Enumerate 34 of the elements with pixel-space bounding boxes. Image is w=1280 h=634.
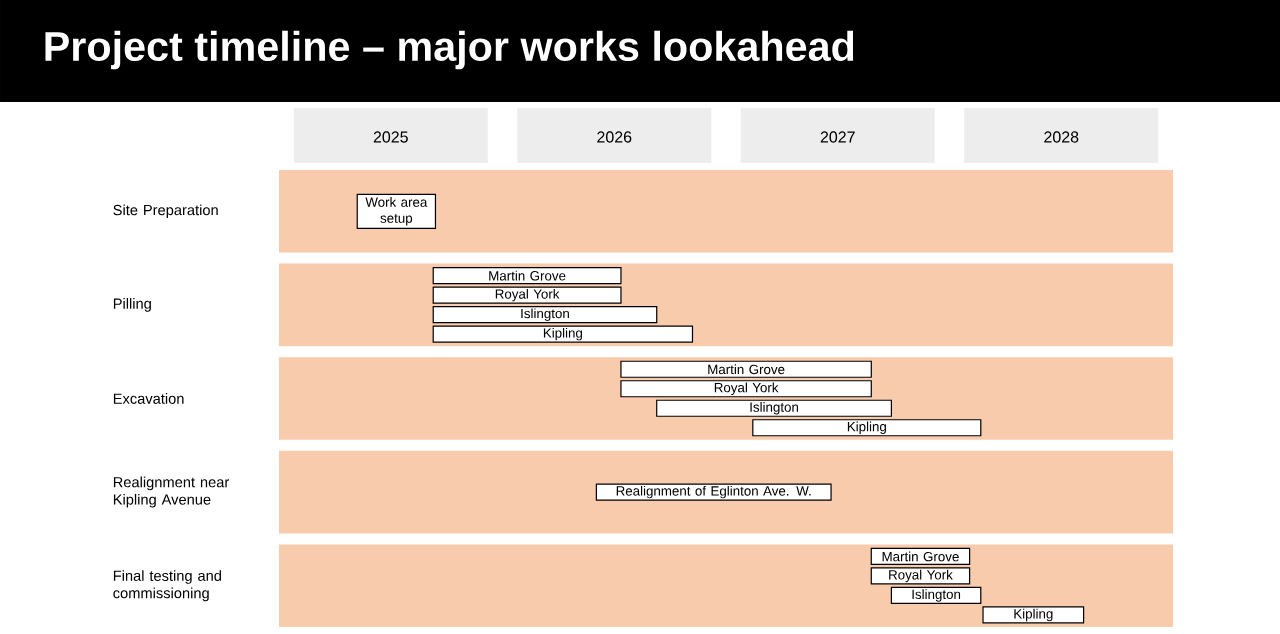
data-label: Martin Grove bbox=[708, 364, 785, 375]
data-label: Realignment of Eglinton Ave. W. bbox=[616, 485, 811, 499]
data-label: Islington bbox=[521, 308, 569, 321]
bar bbox=[982, 606, 1085, 624]
data-label: Kipling bbox=[1014, 608, 1053, 622]
bar bbox=[432, 306, 658, 324]
data-label: Islington bbox=[912, 589, 961, 602]
chart-title: Project timeline – major works lookahead bbox=[45, 30, 854, 70]
x-tick-label: 2027 bbox=[820, 131, 855, 143]
bar bbox=[620, 380, 872, 398]
data-label: Work area setup bbox=[365, 197, 428, 226]
bar bbox=[656, 399, 892, 417]
bar bbox=[752, 419, 982, 437]
x-tick-label: 2028 bbox=[1044, 131, 1079, 143]
x-tick-label: 2026 bbox=[597, 131, 632, 143]
bar bbox=[870, 567, 971, 585]
data-label: Islington bbox=[750, 402, 799, 415]
bar bbox=[432, 325, 694, 343]
y-tick-label: Site Preparation bbox=[113, 204, 218, 219]
x-tick-label: 2025 bbox=[373, 131, 408, 143]
bar bbox=[620, 360, 872, 378]
y-tick-label: Pilling bbox=[113, 298, 151, 312]
bar bbox=[432, 286, 622, 304]
data-label: Royal York bbox=[889, 569, 953, 583]
data-label: Royal York bbox=[714, 382, 779, 395]
data-label: Kipling bbox=[543, 327, 583, 341]
y-tick-label: Final testing and commissioning bbox=[113, 570, 221, 602]
data-label: Royal York bbox=[495, 288, 560, 302]
y-tick-label: Realignment near Kipling Avenue bbox=[113, 476, 230, 508]
data-label: Kipling bbox=[847, 421, 886, 434]
data-label: Martin Grove bbox=[882, 551, 959, 562]
data-label: Martin Grove bbox=[489, 270, 566, 281]
bar bbox=[432, 267, 622, 285]
y-tick-label: Excavation bbox=[113, 393, 184, 404]
